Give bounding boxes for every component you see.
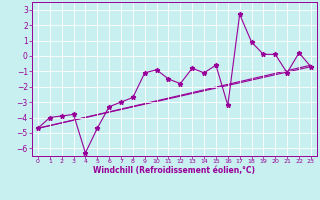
- X-axis label: Windchill (Refroidissement éolien,°C): Windchill (Refroidissement éolien,°C): [93, 166, 255, 175]
